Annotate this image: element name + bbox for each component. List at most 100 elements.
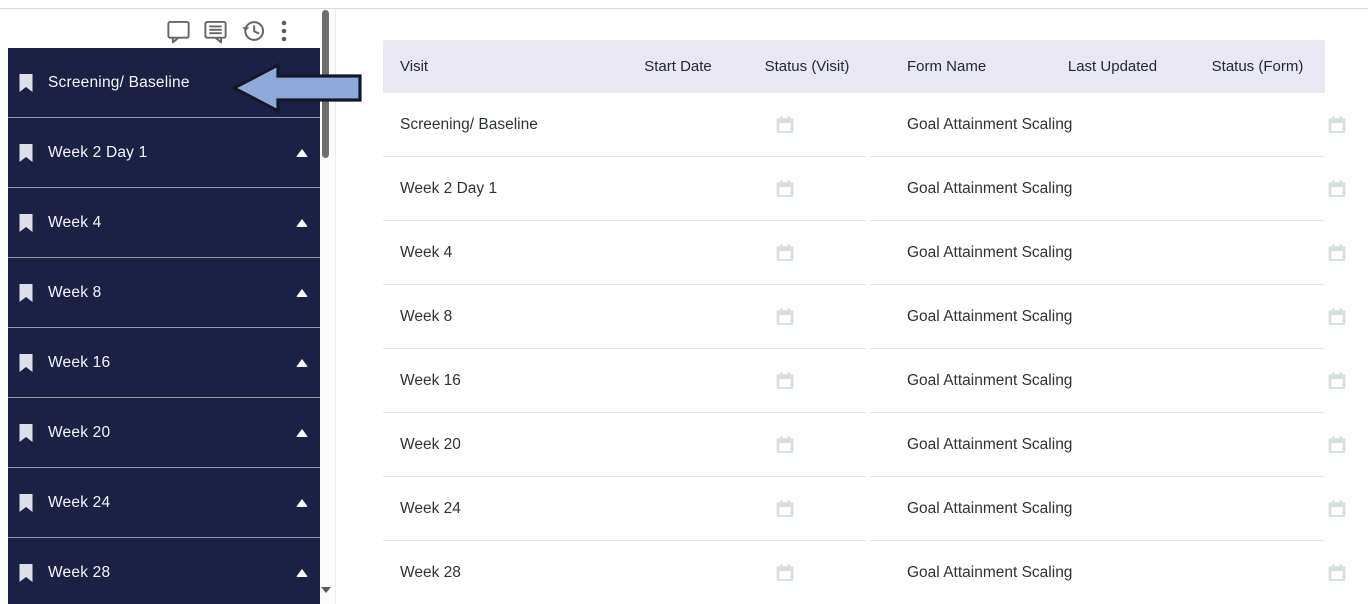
col-header-form-name: Form Name [907, 58, 987, 75]
table-row[interactable]: Week 16 Goal Attainment Scaling [383, 349, 1346, 413]
visit-name-cell: Week 8 [400, 307, 453, 325]
col-header-start-date: Start Date [644, 58, 712, 75]
bookmark-icon [19, 143, 33, 162]
calendar-icon [776, 243, 794, 261]
sidebar-visit-label: Week 28 [48, 563, 111, 581]
status-visit-cell [748, 563, 866, 583]
calendar-icon [1329, 307, 1346, 325]
bookmark-icon [19, 563, 33, 582]
col-header-last-updated: Last Updated [1067, 58, 1158, 75]
bookmark-icon [19, 423, 33, 442]
col-header-status-form: Status (Form) [1211, 58, 1304, 75]
table-header: Visit Start Date Status (Visit) Form Nam… [383, 40, 1325, 93]
form-name-cell: Goal Attainment Scaling [907, 115, 1073, 133]
status-visit-cell [748, 371, 866, 391]
form-name-cell: Goal Attainment Scaling [907, 371, 1073, 389]
sidebar-scrollbar-thumb[interactable] [322, 10, 329, 158]
calendar-icon [1329, 435, 1346, 453]
status-form-cell [1227, 499, 1362, 519]
bookmark-icon [19, 353, 33, 372]
table-body: Screening/ Baseline Goal Attainment Scal… [383, 93, 1346, 604]
toolbar [160, 14, 320, 48]
sidebar-scrollbar-track[interactable] [320, 9, 336, 604]
kebab-menu-icon[interactable] [271, 14, 297, 48]
status-visit-cell [748, 435, 866, 455]
collapse-caret-icon[interactable] [296, 148, 308, 157]
form-name-cell: Goal Attainment Scaling [907, 563, 1073, 581]
form-name-cell: Goal Attainment Scaling [907, 179, 1073, 197]
status-visit-cell [748, 115, 866, 135]
status-form-cell [1227, 243, 1362, 263]
table-row[interactable]: Week 8 Goal Attainment Scaling [383, 285, 1346, 349]
visit-name-cell: Week 20 [400, 435, 461, 453]
calendar-icon [1329, 563, 1346, 581]
bookmark-icon [19, 493, 33, 512]
sidebar-visit-label: Week 8 [48, 283, 102, 301]
sidebar-visit-label: Week 4 [48, 213, 102, 231]
visit-name-cell: Screening/ Baseline [400, 115, 538, 133]
calendar-icon [1329, 115, 1346, 133]
status-visit-cell [748, 499, 866, 519]
sidebar-visit-label: Week 2 Day 1 [48, 143, 148, 161]
form-name-cell: Goal Attainment Scaling [907, 243, 1073, 261]
sidebar-visit-label: Screening/ Baseline [48, 73, 190, 91]
calendar-icon [776, 115, 794, 133]
sidebar-visit-label: Week 24 [48, 493, 111, 511]
table-row[interactable]: Week 20 Goal Attainment Scaling [383, 413, 1346, 477]
status-form-cell [1227, 307, 1362, 327]
col-header-visit: Visit [400, 58, 429, 75]
table-row[interactable]: Week 28 Goal Attainment Scaling [383, 541, 1346, 604]
table-row[interactable]: Screening/ Baseline Goal Attainment Scal… [383, 93, 1346, 157]
table-row[interactable]: Week 2 Day 1 Goal Attainment Scaling [383, 157, 1346, 221]
calendar-icon [776, 179, 794, 197]
calendar-icon [1329, 179, 1346, 197]
col-header-status-visit: Status (Visit) [764, 58, 850, 75]
visit-sidebar: Screening/ Baseline Week 2 Day 1 Week 4 … [8, 48, 320, 604]
calendar-icon [1329, 243, 1346, 261]
scroll-down-arrow-icon[interactable] [321, 587, 331, 593]
sidebar-visit-item[interactable]: Week 16 [8, 328, 320, 398]
collapse-caret-icon[interactable] [296, 498, 308, 507]
bookmark-icon [19, 213, 33, 232]
calendar-icon [776, 435, 794, 453]
bookmark-icon [19, 283, 33, 302]
collapse-caret-icon[interactable] [296, 568, 308, 577]
sidebar-visit-item[interactable]: Week 8 [8, 258, 320, 328]
form-name-cell: Goal Attainment Scaling [907, 499, 1073, 517]
calendar-icon [776, 371, 794, 389]
sidebar-visit-label: Week 20 [48, 423, 111, 441]
history-icon[interactable] [234, 14, 271, 48]
visit-name-cell: Week 2 Day 1 [400, 179, 498, 197]
calendar-icon [776, 307, 794, 325]
collapse-caret-icon[interactable] [296, 358, 308, 367]
calendar-icon [776, 563, 794, 581]
comment-lines-icon[interactable] [197, 14, 234, 48]
sidebar-visit-item[interactable]: Week 20 [8, 398, 320, 468]
status-form-cell [1227, 435, 1362, 455]
collapse-caret-icon[interactable] [296, 288, 308, 297]
status-form-cell [1227, 179, 1362, 199]
top-divider [0, 8, 1368, 9]
sidebar-visit-item[interactable]: Week 2 Day 1 [8, 118, 320, 188]
sidebar-visit-item[interactable]: Week 24 [8, 468, 320, 538]
collapse-caret-icon[interactable] [296, 428, 308, 437]
bookmark-icon [19, 73, 33, 92]
status-form-cell [1227, 371, 1362, 391]
sidebar-visit-item[interactable]: Week 4 [8, 188, 320, 258]
table-row[interactable]: Week 24 Goal Attainment Scaling [383, 477, 1346, 541]
visits-forms-table: Visit Start Date Status (Visit) Form Nam… [383, 40, 1346, 604]
sidebar-visit-item[interactable]: Week 28 [8, 538, 320, 604]
visit-name-cell: Week 28 [400, 563, 461, 581]
table-row[interactable]: Week 4 Goal Attainment Scaling [383, 221, 1346, 285]
collapse-caret-icon[interactable] [296, 218, 308, 227]
calendar-icon [776, 499, 794, 517]
visit-name-cell: Week 4 [400, 243, 453, 261]
chat-bubble-icon[interactable] [160, 14, 197, 48]
sidebar-visit-item[interactable]: Screening/ Baseline [8, 48, 320, 118]
calendar-icon [1329, 371, 1346, 389]
status-form-cell [1227, 563, 1362, 583]
visit-name-cell: Week 24 [400, 499, 461, 517]
sidebar-visit-label: Week 16 [48, 353, 111, 371]
status-visit-cell [748, 243, 866, 263]
